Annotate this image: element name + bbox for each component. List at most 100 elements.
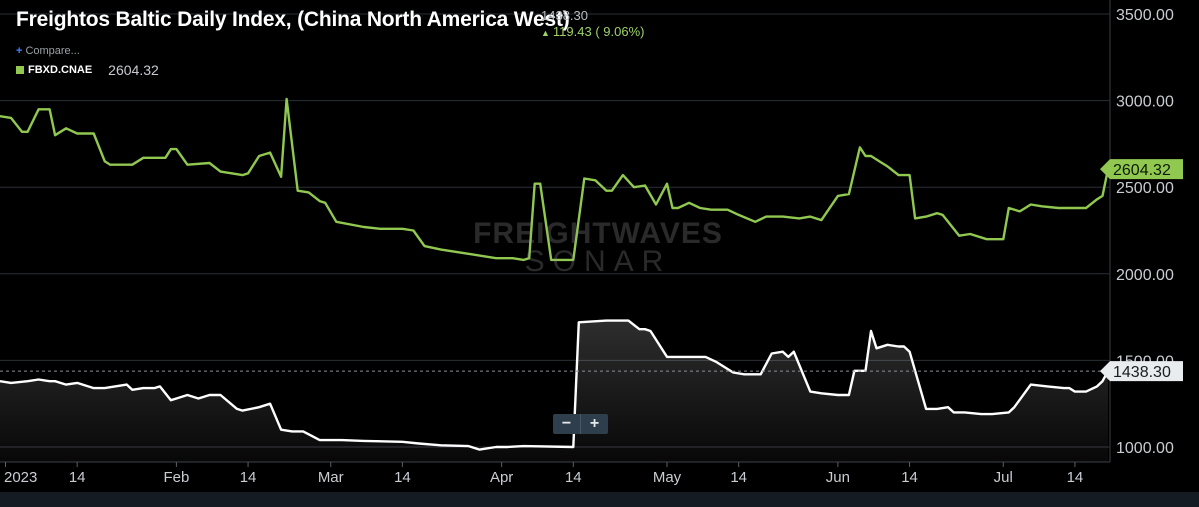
data-point [969, 233, 971, 235]
data-point [936, 212, 938, 214]
y-tick-label: 3000.00 [1116, 94, 1174, 111]
x-tick-label: Jul [994, 469, 1013, 486]
data-point [54, 380, 56, 382]
x-tick-label: Jun [826, 469, 850, 486]
data-point [627, 320, 630, 322]
data-point [1013, 406, 1015, 408]
data-point [495, 446, 497, 448]
data-point [837, 394, 839, 396]
data-point [186, 394, 188, 396]
data-point [186, 164, 188, 166]
data-point [633, 186, 635, 188]
data-point [473, 254, 475, 256]
data-point [423, 245, 426, 247]
data-point [1101, 380, 1104, 382]
data-point [27, 131, 29, 133]
data-point [38, 378, 40, 381]
data-point [65, 384, 67, 386]
data-point [0, 115, 1, 117]
data-point [363, 226, 365, 228]
data-point [793, 351, 795, 353]
data-point [49, 108, 51, 110]
data-point [93, 387, 95, 389]
data-point [567, 259, 569, 261]
y-tick-label: 2500.00 [1116, 180, 1174, 197]
data-point [1008, 411, 1010, 413]
data-point [241, 410, 244, 412]
header-change-text: 119.43 ( 9.06%) [552, 24, 645, 39]
last-value-label: 2604.32 [1113, 162, 1171, 179]
data-point [269, 152, 271, 154]
data-point [561, 259, 563, 261]
data-point [65, 127, 67, 129]
x-tick-label: 14 [1067, 469, 1084, 486]
data-point [236, 408, 238, 410]
data-point [269, 403, 271, 405]
data-point [765, 216, 767, 218]
data-point [787, 356, 789, 358]
data-point [798, 217, 800, 219]
x-tick-label: 2023 [4, 469, 37, 486]
data-point [219, 394, 222, 396]
x-tick-label: 14 [240, 469, 257, 486]
data-point [870, 155, 872, 157]
zoom-out-button[interactable]: − [553, 414, 581, 434]
data-point [93, 132, 95, 135]
data-point [131, 389, 133, 391]
data-point [330, 439, 332, 441]
data-point [390, 228, 392, 230]
data-point [897, 174, 900, 176]
compare-button[interactable]: + Compare... [16, 45, 80, 57]
data-point [782, 216, 784, 218]
data-point [754, 221, 756, 223]
data-point [104, 387, 106, 389]
data-point [782, 351, 784, 353]
data-point [104, 160, 106, 162]
data-point [528, 257, 530, 259]
data-point [572, 446, 574, 448]
data-point [809, 391, 811, 393]
data-point [302, 430, 304, 432]
data-point [280, 429, 282, 431]
data-point [319, 200, 321, 202]
legend-symbol: FBXD.CNAE [28, 64, 93, 76]
data-point [875, 347, 878, 349]
data-point [760, 373, 762, 375]
data-point [219, 171, 222, 173]
data-point [1046, 385, 1048, 387]
plus-icon: + [16, 45, 23, 57]
data-point [738, 214, 740, 216]
zoom-in-button[interactable]: + [589, 415, 600, 432]
data-point [605, 190, 608, 192]
data-point [947, 406, 949, 408]
data-point [1068, 387, 1070, 389]
data-point [49, 380, 51, 382]
header-last-value: 1438.30 [541, 8, 588, 23]
last-value-marker [1100, 361, 1183, 382]
legend-item[interactable]: FBXD.CNAE 2604.32 [16, 62, 159, 78]
data-point [1074, 391, 1076, 393]
data-point [638, 328, 641, 330]
data-point [980, 413, 982, 415]
data-point [440, 444, 442, 446]
data-point [986, 238, 988, 240]
data-point [512, 257, 514, 259]
last-value-label: 1438.30 [1113, 364, 1171, 381]
data-point [1074, 207, 1076, 209]
data-point [605, 320, 608, 322]
data-point [170, 399, 172, 401]
data-point [506, 446, 508, 448]
zoom-controls: − + [553, 414, 608, 434]
data-point [936, 408, 938, 410]
data-point [308, 191, 310, 193]
data-point [170, 148, 172, 150]
data-point [727, 209, 729, 211]
data-point [280, 176, 282, 178]
data-point [914, 217, 916, 219]
data-point [953, 411, 955, 413]
data-point [175, 397, 177, 400]
data-point [611, 190, 613, 192]
data-point [21, 131, 23, 133]
data-point [644, 328, 646, 330]
data-point [291, 430, 293, 432]
